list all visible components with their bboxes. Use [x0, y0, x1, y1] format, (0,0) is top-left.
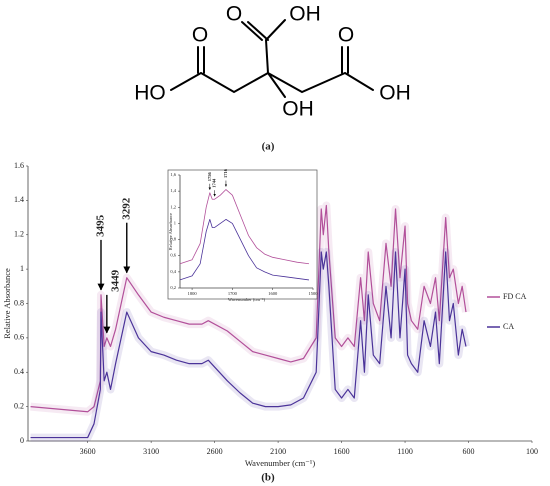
atom-label: OH: [289, 3, 321, 26]
x-tick-label: 1700: [228, 291, 238, 296]
y-tick-label: 0,2: [170, 285, 176, 291]
y-tick-label: 0.4: [14, 367, 24, 376]
y-tick-label: 1,2: [170, 204, 176, 210]
y-tick-label: 1,6: [170, 172, 176, 178]
y-tick-label: 1,4: [170, 188, 176, 194]
inset-frame: [167, 169, 318, 300]
legend-label: CA: [503, 322, 514, 331]
x-axis-label: Wavenumber (cm⁻¹): [228, 297, 266, 302]
x-tick-label: 1600: [268, 291, 278, 296]
atom-label: OH: [379, 82, 411, 105]
series-line: [30, 251, 467, 439]
legend-label: FD CA: [503, 292, 527, 301]
y-tick-label: 0.2: [14, 401, 24, 410]
annotation: 1756: [207, 172, 212, 182]
atom-label: O: [338, 24, 354, 47]
x-tick-label: 1100: [397, 447, 413, 456]
x-tick-label: 1800: [188, 291, 198, 296]
y-tick-label: 0.6: [14, 333, 24, 342]
y-tick-label: 0.8: [14, 298, 24, 307]
y-axis-label: Relative Absorbance: [168, 213, 173, 250]
main-chart: 0 0.2 0.4 0.6 0.8 1 1.2 1.4 1.6 3600 3100 2600 2100 1…: [2, 161, 538, 468]
y-tick-label: 1.6: [14, 161, 24, 170]
series-line: [179, 218, 310, 281]
annotation: 1744: [212, 178, 217, 188]
y-tick-label: 0: [20, 436, 24, 445]
series-line: [30, 204, 467, 413]
caption: (a): [262, 141, 275, 153]
x-tick-label: 1600: [334, 447, 350, 456]
y-tick-label: 1: [174, 220, 176, 225]
caption: (b): [261, 472, 275, 484]
citric-acid-structure: O OH O HO OH O OH: [134, 3, 411, 121]
x-tick-label: 2100: [270, 447, 286, 456]
inset-chart: 0,2 0,4 0,6 0,8 1 1,2 1,4 1,6 1800 1700 1600 1500 Re…: [167, 168, 319, 302]
x-axis-label: Wavenumber (cm⁻¹): [245, 458, 315, 468]
x-tick-label: 3100: [143, 447, 159, 456]
y-tick-label: 1.2: [14, 230, 24, 239]
x-tick-label: 2600: [207, 447, 223, 456]
atom-label: O: [192, 24, 208, 47]
y-tick-label: 1: [20, 264, 24, 273]
annotation: 3292: [120, 197, 132, 220]
annotation: 1716: [223, 168, 228, 178]
x-tick-label: 3600: [80, 447, 96, 456]
series-line: [179, 189, 310, 265]
y-tick-label: 1.4: [14, 195, 24, 204]
y-tick-label: 0,6: [170, 253, 176, 259]
y-tick-label: 0,4: [170, 269, 176, 275]
x-tick-label: 1500: [309, 291, 319, 296]
atom-label: OH: [282, 98, 314, 121]
y-axis-label: Relative Absorbance: [2, 268, 12, 339]
x-tick-label: 100: [526, 447, 538, 456]
annotation: 3495: [95, 214, 107, 237]
annotation: 3449: [109, 269, 121, 292]
y-tick-label: 0,8: [170, 237, 176, 243]
atom-label: HO: [134, 82, 166, 105]
atom-label: O: [226, 3, 242, 26]
x-tick-label: 600: [463, 447, 475, 456]
